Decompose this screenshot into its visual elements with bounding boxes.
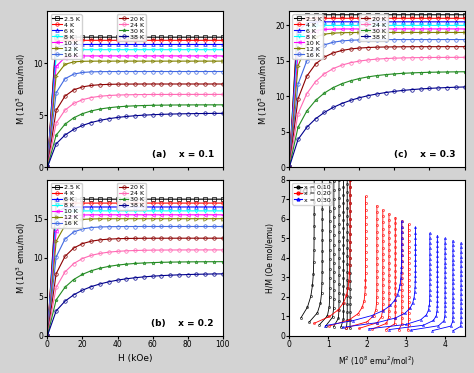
Y-axis label: M (10$^3$ emu/mol): M (10$^3$ emu/mol) (15, 53, 28, 125)
Y-axis label: H/M (Oe mol/emu): H/M (Oe mol/emu) (265, 223, 274, 293)
X-axis label: H (kOe): H (kOe) (118, 354, 152, 363)
Text: (d): (d) (298, 188, 313, 197)
Legend: 20 K, 24 K, 30 K, 38 K: 20 K, 24 K, 30 K, 38 K (117, 183, 146, 210)
Legend: x = 0.10, x = 0.20, x = 0.30: x = 0.10, x = 0.20, x = 0.30 (292, 183, 332, 204)
Text: (b)    x = 0.2: (b) x = 0.2 (151, 319, 214, 328)
Y-axis label: M (10$^3$ emu/mol): M (10$^3$ emu/mol) (15, 222, 28, 294)
Text: (c)    x = 0.3: (c) x = 0.3 (394, 150, 456, 159)
Y-axis label: M (10$^3$ emu/mol): M (10$^3$ emu/mol) (256, 53, 270, 125)
Legend: 20 K, 24 K, 30 K, 38 K: 20 K, 24 K, 30 K, 38 K (117, 14, 146, 41)
Text: (a)    x = 0.1: (a) x = 0.1 (152, 150, 214, 159)
X-axis label: M$^2$ (10$^8$ emu$^2$/mol$^2$): M$^2$ (10$^8$ emu$^2$/mol$^2$) (338, 354, 415, 368)
Legend: 20 K, 24 K, 30 K, 38 K: 20 K, 24 K, 30 K, 38 K (359, 14, 388, 41)
